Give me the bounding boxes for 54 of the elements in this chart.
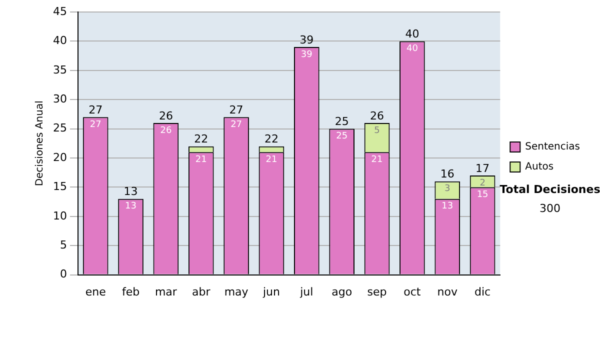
data-label: 21: [371, 155, 383, 166]
y-tick-label: 30: [52, 92, 67, 106]
x-tick-label: nov: [437, 285, 458, 298]
data-label: 21: [266, 155, 278, 166]
total-label: 22: [194, 132, 208, 146]
x-tick-label: may: [224, 285, 249, 298]
data-label: 3: [444, 184, 450, 194]
data-label: 27: [230, 120, 242, 130]
y-tick-label: 45: [52, 4, 67, 18]
total-label: 16: [440, 168, 454, 181]
y-tick-label: 0: [60, 268, 67, 281]
x-tick-label: ago: [332, 285, 352, 298]
total-label: 26: [370, 109, 384, 122]
data-label: 2: [480, 178, 486, 188]
total-label: 27: [229, 103, 244, 116]
total-label: 27: [88, 103, 103, 116]
data-label: 25: [336, 132, 348, 142]
x-tick-label: dic: [474, 285, 491, 298]
x-tick-label: sep: [367, 285, 387, 298]
x-tick-label: ene: [85, 285, 106, 298]
x-tick-label: jul: [299, 285, 314, 298]
data-label: 39: [300, 50, 313, 60]
text: 300: [540, 202, 560, 215]
total-label: 40: [405, 28, 420, 41]
y-tick-label: 10: [52, 209, 67, 222]
y-tick-label: 5: [60, 238, 67, 252]
y-tick-label: 40: [52, 34, 67, 48]
total-label: 13: [124, 185, 138, 198]
data-label: 15: [476, 190, 488, 200]
y-tick-label: 35: [52, 63, 67, 76]
annotation: Total Decisiones: [500, 182, 600, 196]
y-tick-label: 20: [52, 150, 67, 164]
x-tick-label: oct: [404, 285, 422, 298]
data-label: 5: [374, 126, 380, 136]
total-label: 26: [158, 109, 173, 122]
y-axis-title: Decisiones Anual: [34, 100, 46, 186]
x-tick-label: jun: [262, 285, 280, 298]
data-label: 26: [160, 126, 172, 136]
total-label: 25: [334, 115, 349, 128]
legend-label: Autos: [525, 162, 554, 173]
x-tick-label: abr: [192, 285, 211, 298]
y-tick-label: 15: [52, 180, 67, 194]
total-label: 22: [264, 132, 278, 146]
y-tick-label: 25: [52, 122, 67, 135]
total-label: 39: [300, 33, 314, 46]
data-label: 13: [442, 202, 454, 212]
total-label: 17: [476, 162, 490, 175]
x-tick-label: feb: [122, 285, 140, 298]
data-label: 13: [125, 202, 136, 212]
data-label: 40: [406, 44, 418, 54]
data-label: 27: [90, 120, 102, 130]
data-label: 21: [195, 155, 207, 166]
x-tick-label: mar: [154, 285, 178, 298]
legend-label: Sentencias: [525, 142, 580, 153]
